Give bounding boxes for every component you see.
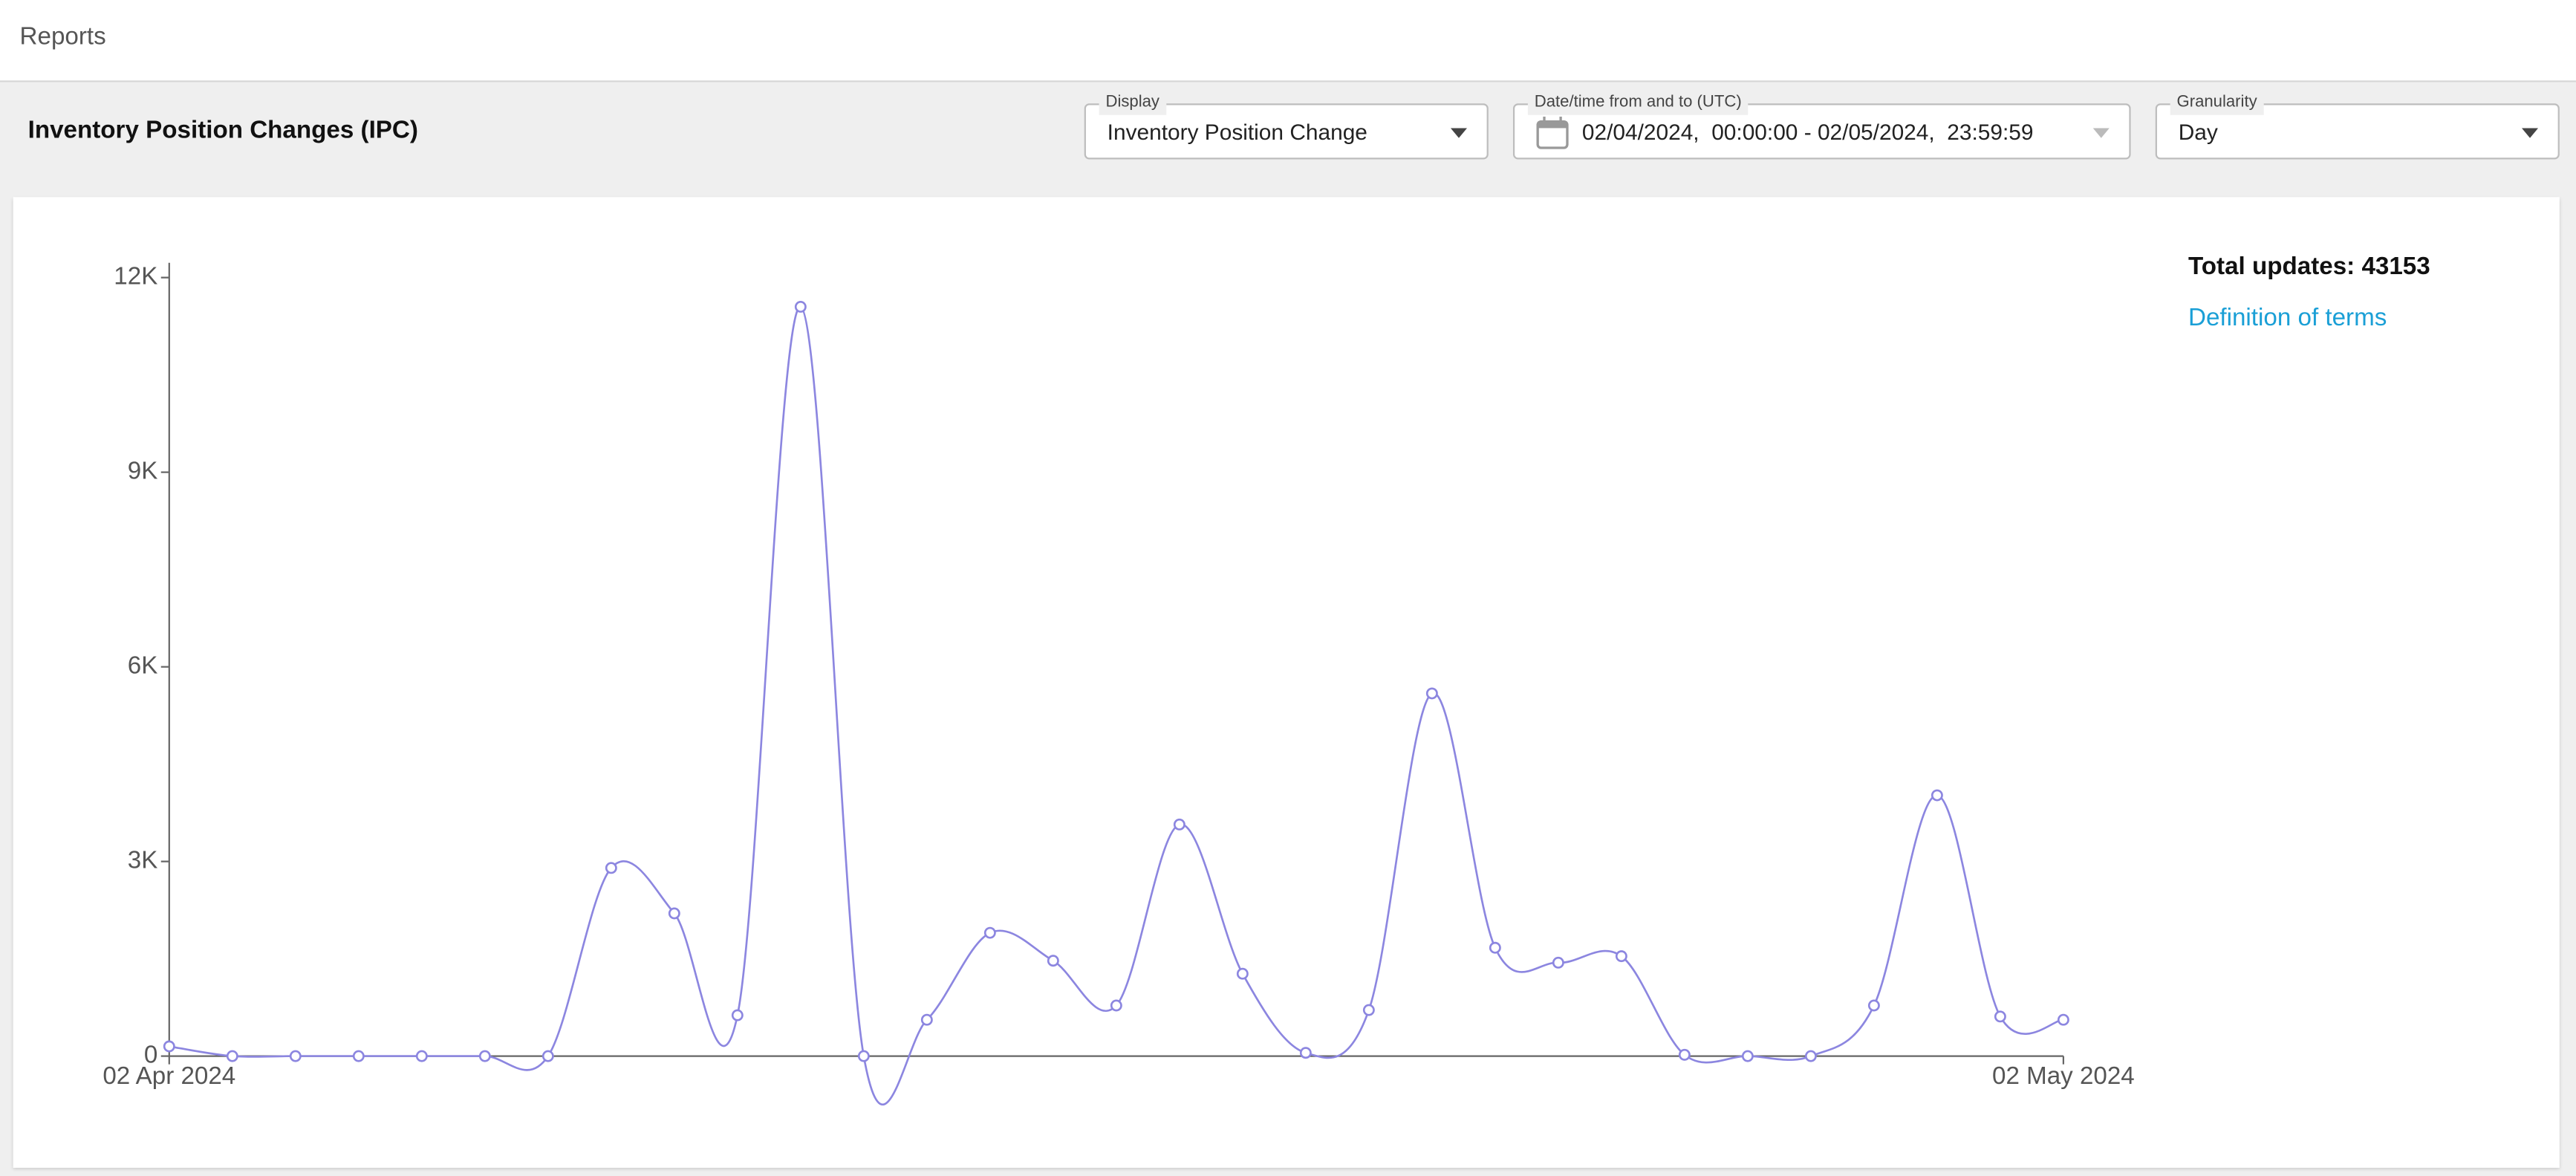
data-point [163, 1040, 175, 1053]
y-tick-label: 12K [114, 262, 157, 290]
data-point [794, 300, 807, 313]
data-point [2057, 1013, 2069, 1026]
x-tick-label: 02 Apr 2024 [103, 1062, 235, 1090]
data-point [1867, 999, 1880, 1012]
x-tick-label: 02 May 2024 [1992, 1062, 2135, 1090]
page-title: Inventory Position Changes (IPC) [27, 116, 418, 145]
data-point [1362, 1004, 1375, 1016]
calendar-icon [1536, 116, 1569, 149]
total-updates: Total updates: 43153 [2188, 253, 2430, 281]
dropdown-arrow [1450, 128, 1468, 138]
data-point [857, 1050, 870, 1062]
field-label: Granularity [2170, 91, 2264, 115]
definition-link[interactable]: Definition of terms [2188, 304, 2387, 332]
granularity-select[interactable]: Granularity Day [2155, 91, 2560, 160]
data-point [920, 1013, 933, 1026]
field-label: Date/time from and to (UTC) [1527, 91, 1749, 115]
data-point [1615, 950, 1627, 963]
data-point [478, 1050, 491, 1062]
data-point [1931, 789, 1943, 802]
data-point [731, 1009, 744, 1021]
total-label: Total updates: [2188, 253, 2355, 282]
date-range[interactable]: Date/time from and to (UTC) 02/04/2024, … [1512, 91, 2131, 160]
data-point [1173, 818, 1185, 831]
y-tick-label: 0 [144, 1041, 157, 1068]
field-value: Inventory Position Change [1107, 120, 1367, 145]
y-tick-label: 6K [128, 652, 158, 679]
data-point [541, 1050, 554, 1062]
data-point [1110, 999, 1122, 1012]
data-point [1489, 941, 1501, 954]
series-line [169, 305, 2064, 1106]
header: Reports [0, 0, 2576, 82]
field-value: Day [2178, 120, 2218, 145]
data-point [1678, 1048, 1691, 1061]
y-tick-label: 3K [128, 846, 158, 874]
data-point [1236, 967, 1249, 980]
y-tick-label: 9K [128, 457, 158, 484]
data-point [1299, 1047, 1312, 1059]
data-point [352, 1050, 365, 1062]
data-point [1804, 1050, 1817, 1062]
header-title: Reports [19, 22, 106, 51]
data-point [415, 1050, 428, 1062]
data-point [1994, 1010, 2006, 1023]
data-point [983, 926, 996, 939]
data-point [668, 907, 680, 920]
data-point [289, 1050, 302, 1062]
dropdown-arrow [2521, 128, 2539, 138]
dropdown-arrow [2092, 128, 2110, 138]
field-value: 02/04/2024, 00:00:00 - 02/05/2024, 23:59… [1581, 120, 2034, 145]
data-point [1552, 956, 1564, 969]
data-point [1741, 1050, 1754, 1062]
data-point [1425, 687, 1438, 700]
display-select[interactable]: Display Inventory Position Change [1084, 91, 1489, 160]
data-point [605, 862, 617, 874]
field-label: Display [1099, 91, 1166, 115]
data-point [1047, 955, 1059, 967]
total-value: 43153 [2361, 253, 2430, 282]
chart: 0 3K 6K 9K 12K 02 Apr 2024 02 May 2024 [103, 262, 2135, 1106]
chart-panel: 0 3K 6K 9K 12K 02 Apr 2024 02 May 2024 Total u… [13, 197, 2560, 1168]
data-point [226, 1050, 238, 1062]
